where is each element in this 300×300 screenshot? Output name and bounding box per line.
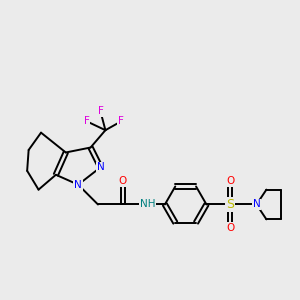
Text: N: N	[74, 180, 82, 190]
Text: S: S	[226, 198, 234, 211]
Text: O: O	[226, 176, 234, 186]
Text: F: F	[98, 106, 103, 116]
Text: F: F	[84, 116, 89, 126]
Text: N: N	[253, 200, 260, 209]
Text: NH: NH	[140, 200, 155, 209]
Text: O: O	[226, 223, 234, 233]
Text: O: O	[118, 176, 127, 186]
Text: F: F	[118, 116, 124, 126]
Text: N: N	[97, 162, 104, 172]
